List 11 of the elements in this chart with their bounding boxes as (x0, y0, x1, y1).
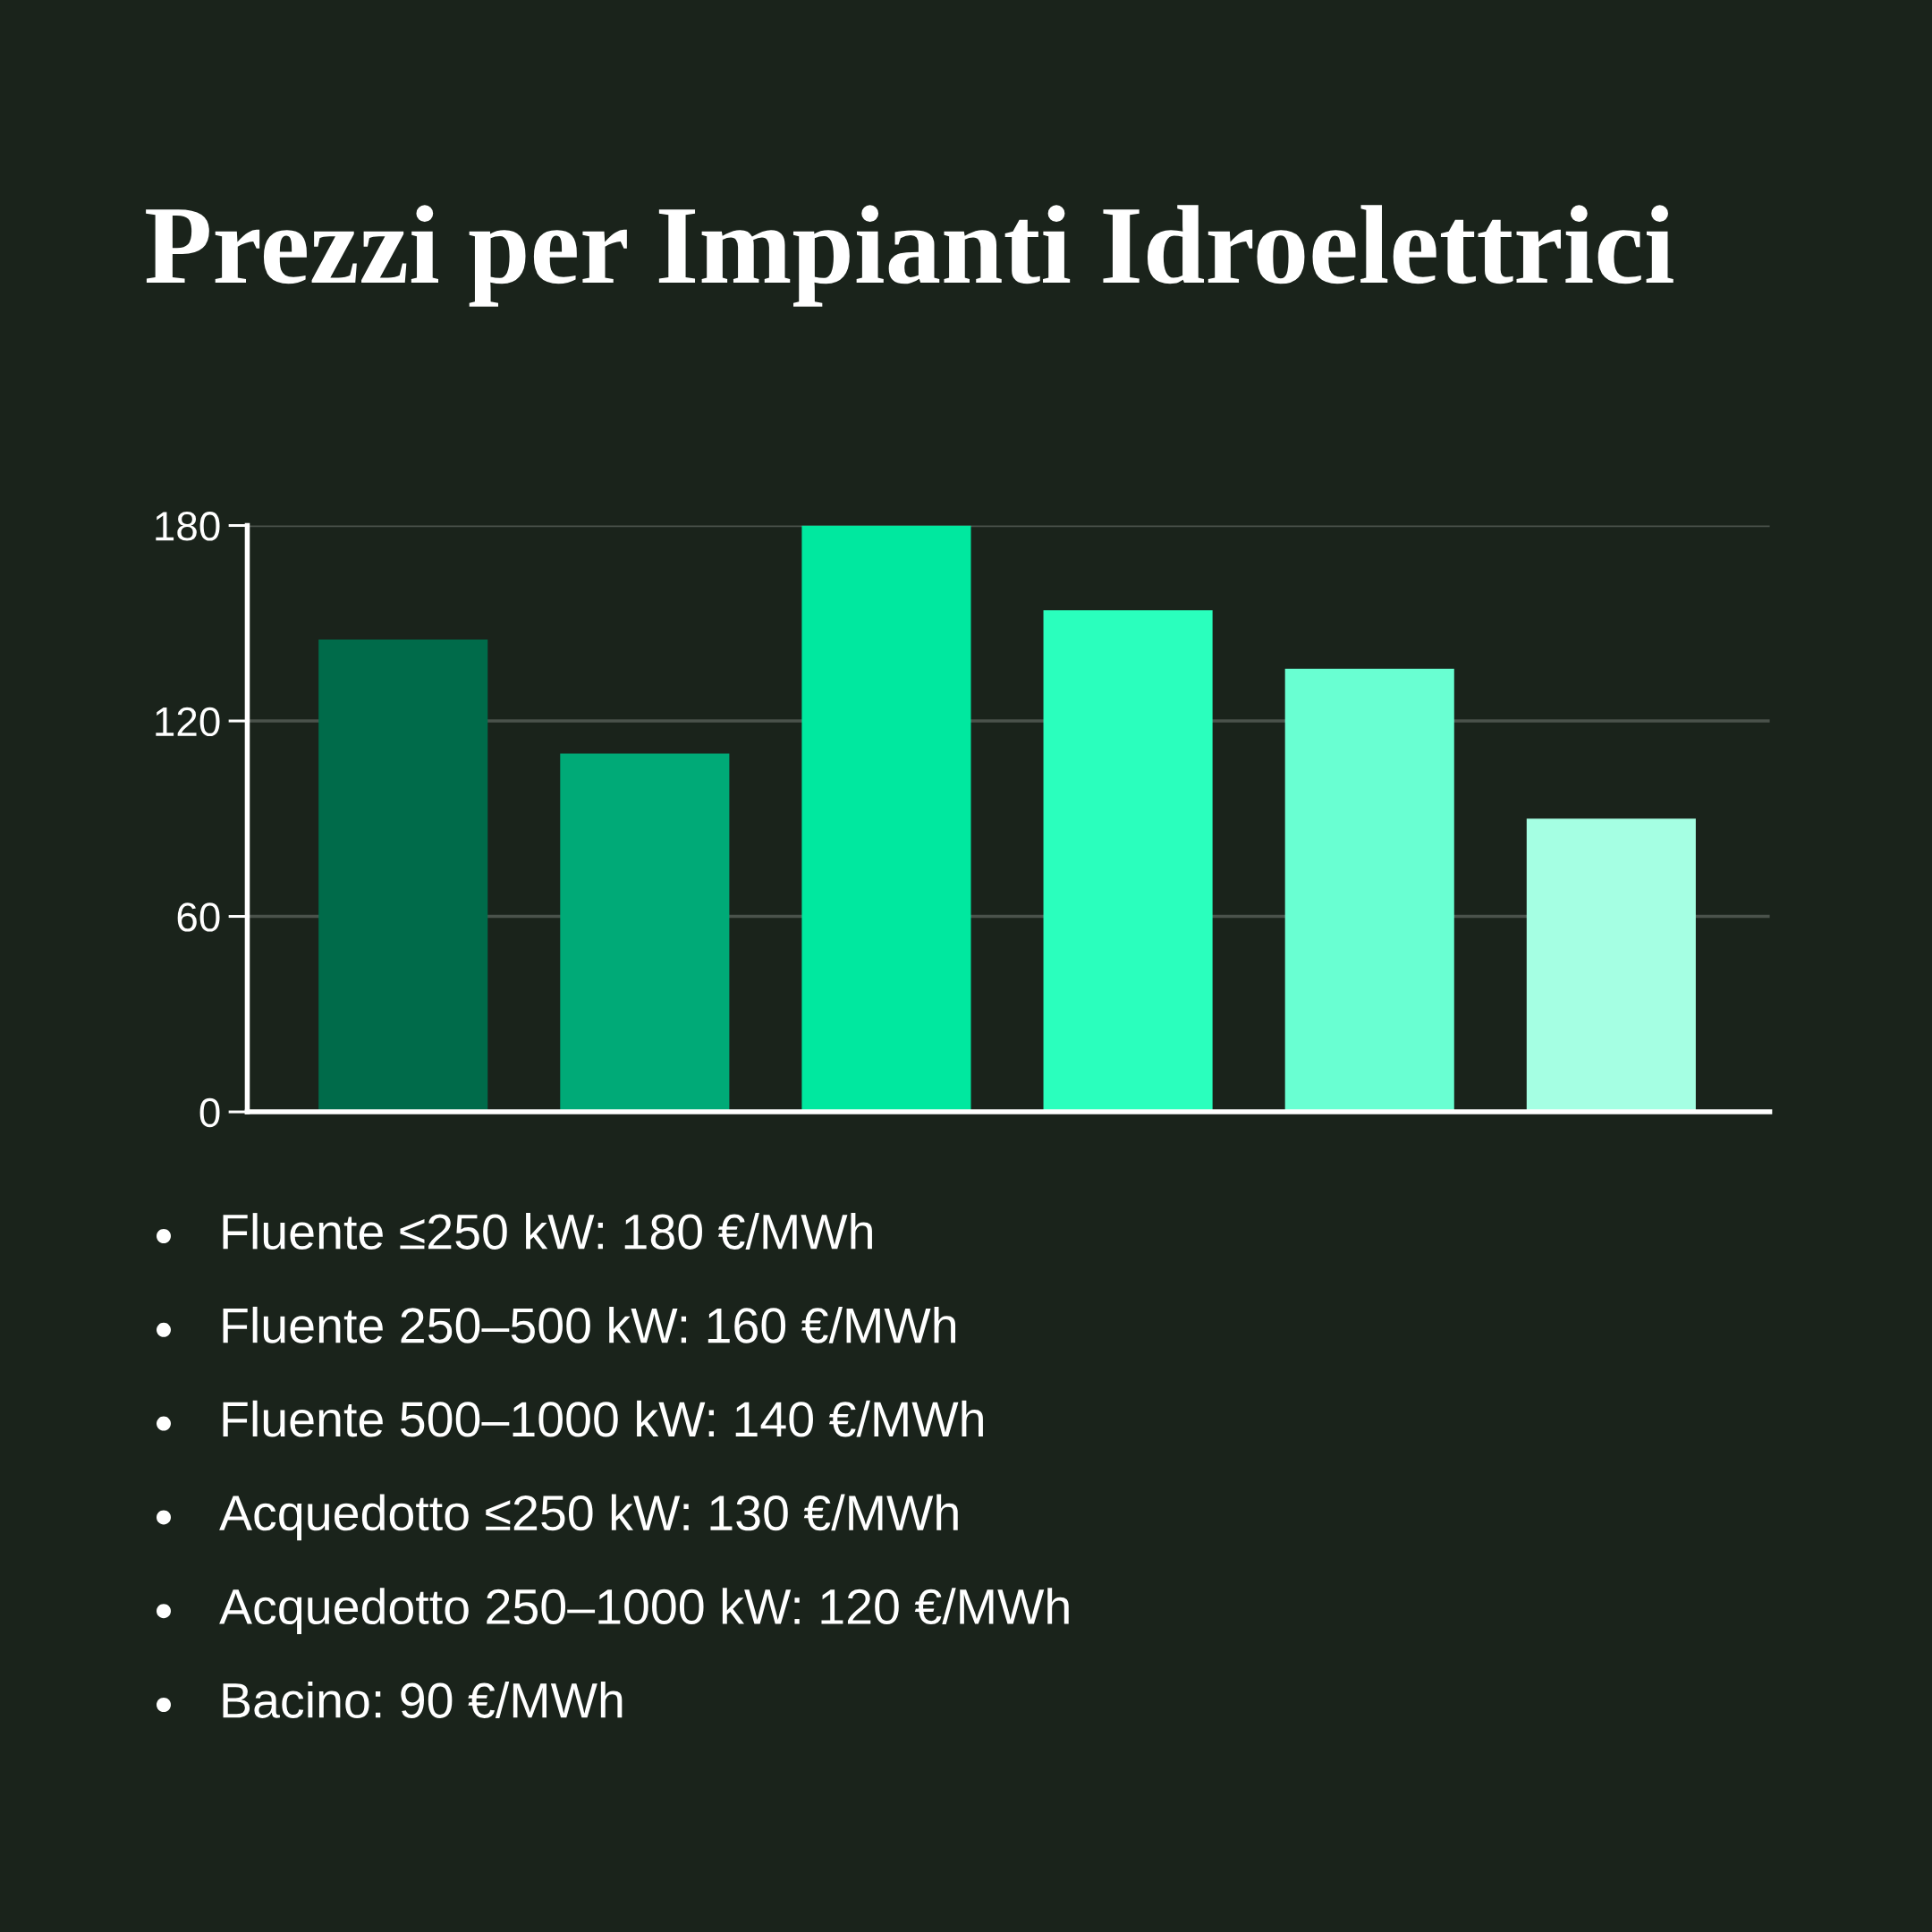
text: Fluente ≤250 kW: 180 €/MWh (223, 1213, 872, 1250)
text: Fluente 500–1000 kW: 140 €/MWh (223, 1400, 983, 1437)
y-tick-label: 60 (177, 902, 220, 932)
y-tick-label: 120 (156, 707, 220, 737)
text: Bacino: 90 €/MWh (223, 1682, 623, 1718)
chart-title: Prezzi per Impianti Idroelettrici (146, 205, 1674, 307)
text: Fluente 250–500 kW: 160 €/MWh (223, 1306, 956, 1343)
text: Acquedotto 250–1000 kW: 120 €/MWh (219, 1588, 1069, 1635)
y-tick-label: 180 (156, 512, 220, 541)
y-tick-label: 0 (199, 1097, 220, 1128)
text: Acquedotto ≤250 kW: 130 €/MWh (219, 1494, 958, 1541)
